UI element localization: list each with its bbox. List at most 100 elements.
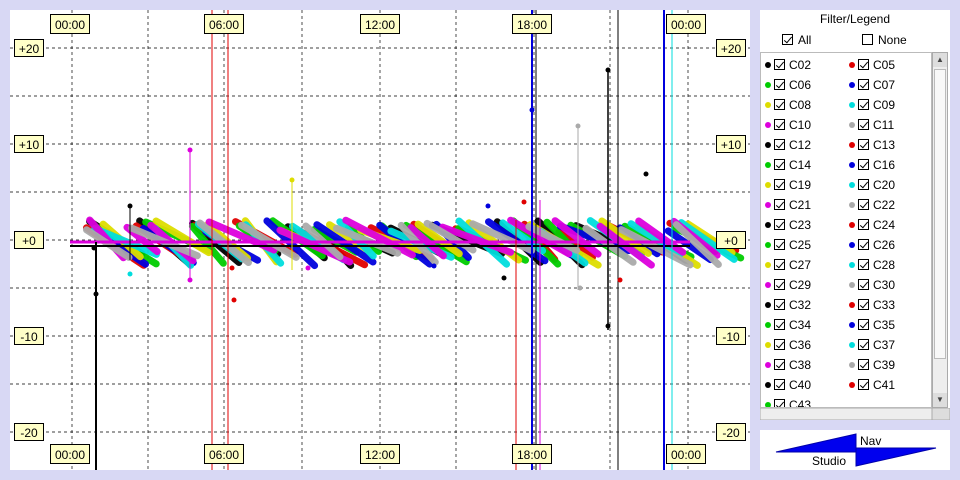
- series-checkbox[interactable]: [774, 399, 785, 407]
- series-checkbox[interactable]: [858, 299, 869, 310]
- series-checkbox[interactable]: [774, 259, 785, 270]
- nav-label[interactable]: Nav: [860, 434, 882, 448]
- legend-item[interactable]: C07: [847, 75, 927, 95]
- legend-item[interactable]: C09: [847, 95, 927, 115]
- series-checkbox[interactable]: [774, 199, 785, 210]
- legend-item[interactable]: C02: [763, 55, 843, 75]
- scroll-up-icon[interactable]: ▲: [933, 53, 947, 67]
- legend-item[interactable]: C35: [847, 315, 927, 335]
- legend-item[interactable]: C14: [763, 155, 843, 175]
- legend-item[interactable]: C21: [763, 195, 843, 215]
- series-checkbox[interactable]: [774, 219, 785, 230]
- legend-item[interactable]: C10: [763, 115, 843, 135]
- series-checkbox[interactable]: [858, 339, 869, 350]
- y-label-left: +20: [14, 39, 44, 57]
- series-color-icon: [849, 262, 855, 268]
- series-checkbox[interactable]: [858, 139, 869, 150]
- series-checkbox[interactable]: [858, 319, 869, 330]
- series-color-icon: [765, 302, 771, 308]
- scroll-down-icon[interactable]: ▼: [933, 393, 947, 407]
- series-checkbox[interactable]: [858, 219, 869, 230]
- series-checkbox[interactable]: [858, 239, 869, 250]
- legend-item[interactable]: C33: [847, 295, 927, 315]
- series-checkbox[interactable]: [858, 199, 869, 210]
- series-checkbox[interactable]: [774, 139, 785, 150]
- legend-item[interactable]: C36: [763, 335, 843, 355]
- legend-item[interactable]: C41: [847, 375, 927, 395]
- series-checkbox[interactable]: [774, 119, 785, 130]
- series-checkbox[interactable]: [858, 99, 869, 110]
- series-checkbox[interactable]: [774, 179, 785, 190]
- legend-item[interactable]: C37: [847, 335, 927, 355]
- series-color-icon: [849, 302, 855, 308]
- horizontal-scrollbar[interactable]: [760, 408, 950, 420]
- legend-item[interactable]: C26: [847, 235, 927, 255]
- time-series-plot[interactable]: 00:00 06:00 12:00 18:00 00:00 00:00 06:00 12:0…: [10, 10, 750, 470]
- series-checkbox[interactable]: [774, 279, 785, 290]
- studio-label[interactable]: Studio: [812, 454, 847, 468]
- legend-item[interactable]: C43: [763, 395, 843, 407]
- legend-item[interactable]: C38: [763, 355, 843, 375]
- series-checkbox[interactable]: [858, 159, 869, 170]
- series-checkbox[interactable]: [858, 259, 869, 270]
- series-color-icon: [849, 182, 855, 188]
- series-checkbox[interactable]: [774, 339, 785, 350]
- legend-item[interactable]: C05: [847, 55, 927, 75]
- series-checkbox[interactable]: [774, 359, 785, 370]
- series-checkbox[interactable]: [774, 79, 785, 90]
- series-checkbox[interactable]: [858, 379, 869, 390]
- plot-canvas: [10, 10, 750, 470]
- series-checkbox[interactable]: [858, 359, 869, 370]
- y-label-right: +10: [716, 135, 746, 153]
- legend-item[interactable]: C19: [763, 175, 843, 195]
- data-point: [605, 323, 611, 329]
- series-name: C11: [873, 118, 895, 132]
- series-checkbox[interactable]: [774, 159, 785, 170]
- legend-item[interactable]: C11: [847, 115, 927, 135]
- series-name: C23: [789, 218, 812, 232]
- series-color-icon: [765, 122, 771, 128]
- series-color-icon: [849, 202, 855, 208]
- legend-item[interactable]: C13: [847, 135, 927, 155]
- all-checkbox[interactable]: [782, 34, 793, 45]
- legend-item[interactable]: C22: [847, 195, 927, 215]
- legend-scrollbar[interactable]: ▲ ▼: [932, 52, 948, 408]
- legend-item[interactable]: C29: [763, 275, 843, 295]
- legend-item[interactable]: C12: [763, 135, 843, 155]
- series-checkbox[interactable]: [858, 179, 869, 190]
- legend-item[interactable]: C20: [847, 175, 927, 195]
- legend-item[interactable]: C23: [763, 215, 843, 235]
- legend-item[interactable]: C34: [763, 315, 843, 335]
- series-checkbox[interactable]: [774, 239, 785, 250]
- legend-item[interactable]: C24: [847, 215, 927, 235]
- series-checkbox[interactable]: [858, 59, 869, 70]
- series-checkbox[interactable]: [774, 299, 785, 310]
- series-checkbox[interactable]: [858, 79, 869, 90]
- series-color-icon: [765, 162, 771, 168]
- legend-item[interactable]: C27: [763, 255, 843, 275]
- legend-item[interactable]: C25: [763, 235, 843, 255]
- legend-item[interactable]: C16: [847, 155, 927, 175]
- series-name: C30: [873, 278, 896, 292]
- legend-item[interactable]: C08: [763, 95, 843, 115]
- scroll-thumb[interactable]: [934, 69, 946, 359]
- series-checkbox[interactable]: [858, 119, 869, 130]
- series-color-icon: [849, 322, 855, 328]
- legend-item[interactable]: C39: [847, 355, 927, 375]
- none-checkbox[interactable]: [862, 34, 873, 45]
- time-label-bottom: 06:00: [204, 444, 244, 464]
- legend-item[interactable]: C28: [847, 255, 927, 275]
- series-checkbox[interactable]: [774, 379, 785, 390]
- series-name: C37: [873, 338, 896, 352]
- nav-studio-control[interactable]: Nav Studio: [760, 430, 950, 470]
- series-name: C25: [789, 238, 812, 252]
- series-name: C05: [873, 58, 896, 72]
- legend-item[interactable]: C06: [763, 75, 843, 95]
- legend-item[interactable]: C40: [763, 375, 843, 395]
- series-checkbox[interactable]: [858, 279, 869, 290]
- series-checkbox[interactable]: [774, 319, 785, 330]
- series-checkbox[interactable]: [774, 59, 785, 70]
- series-checkbox[interactable]: [774, 99, 785, 110]
- legend-item[interactable]: C32: [763, 295, 843, 315]
- legend-item[interactable]: C30: [847, 275, 927, 295]
